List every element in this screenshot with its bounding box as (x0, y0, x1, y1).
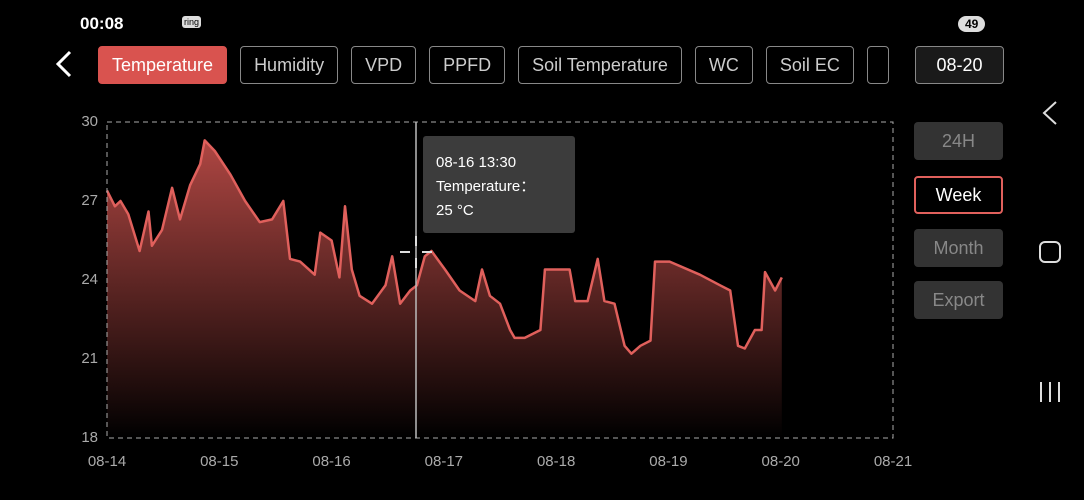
tab[interactable]: Soil EC (765, 46, 854, 84)
range-button[interactable]: 24H (914, 122, 1003, 160)
nav-back[interactable] (1042, 101, 1057, 125)
nav-recents[interactable] (1040, 382, 1060, 402)
tooltip: 08-16 13:30 Temperature： 25 °C (423, 136, 575, 233)
range-button[interactable]: Month (914, 229, 1003, 267)
x-tick-label: 08-16 (312, 453, 350, 470)
tab-overflow[interactable] (866, 46, 889, 84)
plot-frame (106, 121, 894, 439)
back-button[interactable] (55, 50, 72, 78)
y-tick-label: 27 (81, 192, 98, 209)
battery: 49 (958, 16, 986, 32)
x-tick-label: 08-20 (762, 453, 800, 470)
y-tick-label: 24 (81, 271, 98, 288)
status-time: 00:08 (80, 14, 124, 33)
nav-home[interactable] (1039, 241, 1061, 263)
tab[interactable]: Humidity (240, 46, 339, 84)
x-tick-label: 08-18 (537, 453, 575, 470)
tab[interactable]: Soil Temperature (518, 46, 682, 84)
export-button[interactable]: Export (914, 281, 1003, 319)
range-button[interactable]: Week (914, 176, 1003, 214)
x-tick-label: 08-14 (88, 453, 126, 470)
y-tick-label: 21 (81, 350, 98, 367)
tooltip-label: Temperature： (436, 178, 536, 195)
tab-bar: Temperature Humidity VPD PPFD Soil Tempe… (98, 46, 901, 86)
x-tick-label: 08-15 (200, 453, 238, 470)
x-tick-label: 08-21 (874, 453, 912, 470)
tab[interactable]: VPD (351, 46, 417, 84)
tooltip-time: 08-16 13:30 (436, 154, 517, 171)
x-tick-label: 08-17 (425, 453, 463, 470)
tab[interactable]: PPFD (429, 46, 506, 84)
tooltip-value: 25 °C (436, 202, 474, 219)
plot (105, 139, 783, 438)
y-tick-label: 30 (81, 113, 98, 130)
line (105, 139, 783, 355)
status-icon: ring (182, 16, 202, 28)
y-tick-label: 18 (81, 429, 98, 446)
date-button[interactable]: 08-20 (915, 46, 1004, 84)
x-tick-label: 08-19 (649, 453, 687, 470)
tab[interactable]: Temperature (98, 46, 228, 84)
tab[interactable]: WC (694, 46, 753, 84)
cursor (400, 236, 432, 268)
